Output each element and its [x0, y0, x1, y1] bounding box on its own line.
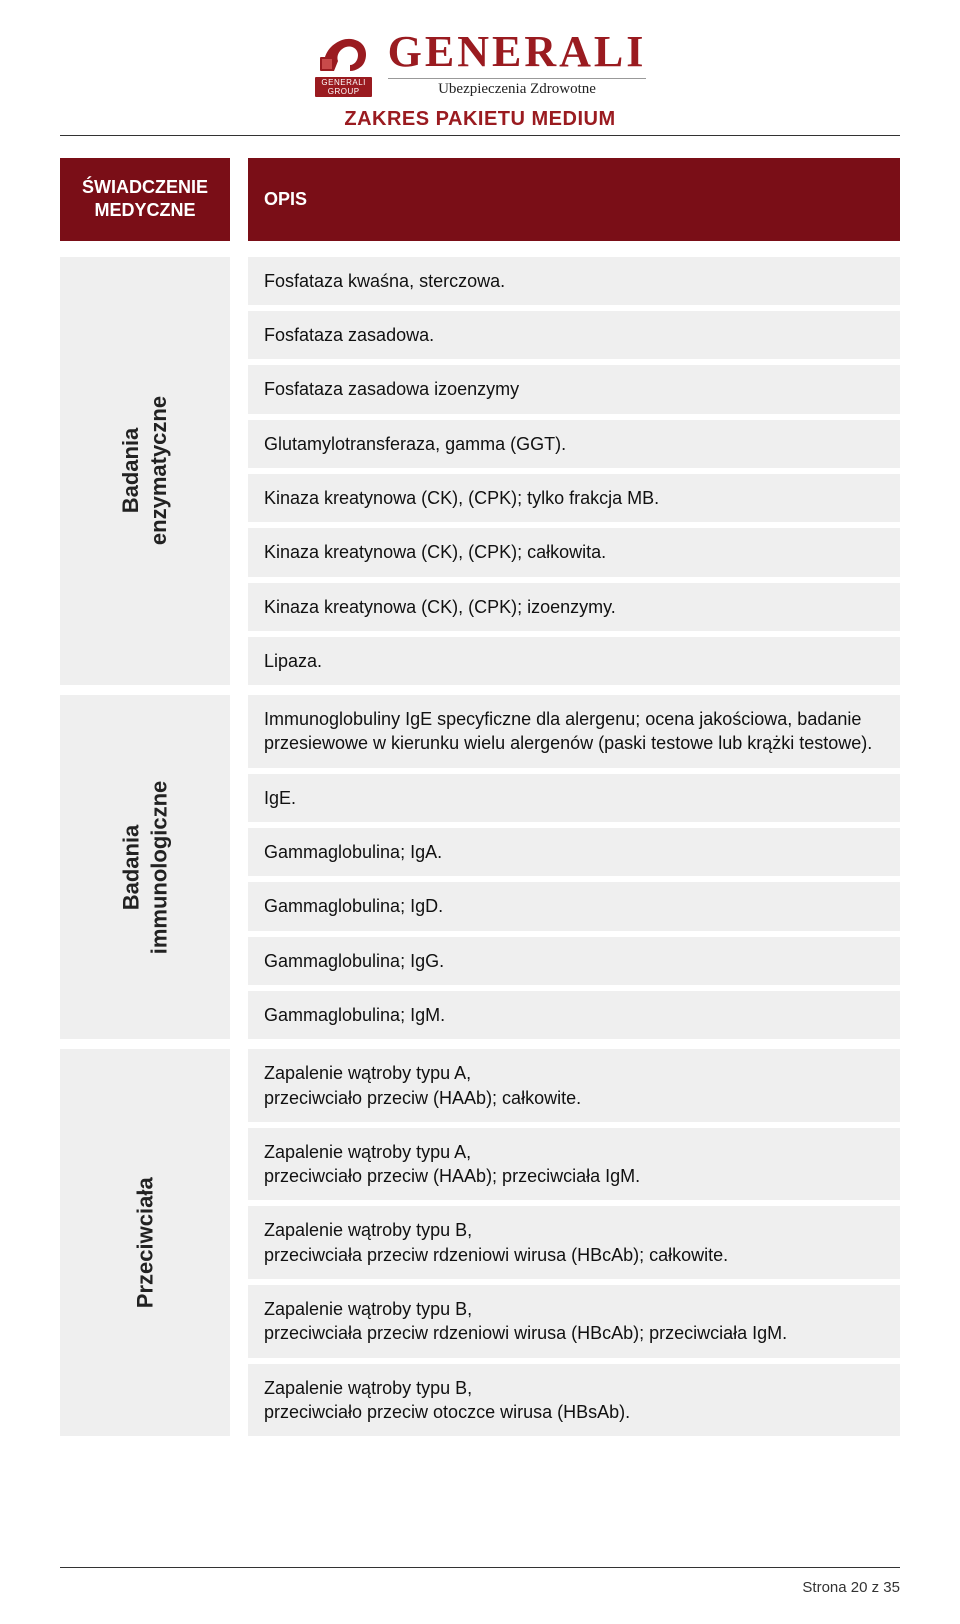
- page-number: Strona 20 z 35: [802, 1579, 900, 1596]
- list-item: Immunoglobuliny IgE specyficzne dla aler…: [248, 695, 900, 768]
- list-item: Gammaglobulina; IgA.: [248, 828, 900, 876]
- section-side-label: Badaniaimmunologiczne: [60, 695, 230, 1039]
- logo-block: GENERALI GROUP GENERALI Ubezpieczenia Zd…: [60, 30, 900, 98]
- list-item: Zapalenie wątroby typu B,przeciwciało pr…: [248, 1364, 900, 1437]
- list-item: Kinaza kreatynowa (CK), (CPK); całkowita…: [248, 528, 900, 576]
- logo-text: GENERALI Ubezpieczenia Zdrowotne: [388, 30, 647, 98]
- section-label-text: Przeciwciała: [131, 1177, 159, 1308]
- sections-container: Badaniaenzymatyczne Fosfataza kwaśna, ste…: [60, 257, 900, 1436]
- section-row: Przeciwciała Zapalenie wątroby typu A,prz…: [60, 1049, 900, 1436]
- section-row: Badaniaenzymatyczne Fosfataza kwaśna, ste…: [60, 257, 900, 685]
- section-row: Badaniaimmunologiczne Immunoglobuliny IgE…: [60, 695, 900, 1039]
- list-item: Glutamylotransferaza, gamma (GGT).: [248, 420, 900, 468]
- table-header-left: ŚWIADCZENIE MEDYCZNE: [60, 158, 230, 241]
- section-side-label: Badaniaenzymatyczne: [60, 257, 230, 685]
- logo-row: GENERALI GROUP GENERALI Ubezpieczenia Zd…: [314, 30, 647, 98]
- section-label-text: Badaniaenzymatyczne: [118, 396, 173, 545]
- page: GENERALI GROUP GENERALI Ubezpieczenia Zd…: [0, 0, 960, 1624]
- table-header-right: OPIS: [248, 158, 900, 241]
- lion-icon: [316, 31, 372, 75]
- list-item: Fosfataza zasadowa.: [248, 311, 900, 359]
- list-item: Zapalenie wątroby typu B,przeciwciała pr…: [248, 1206, 900, 1279]
- section-items: Immunoglobuliny IgE specyficzne dla aler…: [248, 695, 900, 1039]
- logo-badge: GENERALI GROUP: [314, 31, 374, 97]
- list-item: Fosfataza kwaśna, sterczowa.: [248, 257, 900, 305]
- table-header-row: ŚWIADCZENIE MEDYCZNE OPIS: [60, 158, 900, 241]
- brand-name: GENERALI: [388, 30, 647, 74]
- footer-rule: [60, 1567, 900, 1568]
- list-item: IgE.: [248, 774, 900, 822]
- list-item: Gammaglobulina; IgG.: [248, 937, 900, 985]
- list-item: Lipaza.: [248, 637, 900, 685]
- document-title: ZAKRES PAKIETU MEDIUM: [60, 108, 900, 131]
- section-items: Fosfataza kwaśna, sterczowa. Fosfataza za…: [248, 257, 900, 685]
- group-sub: GROUP: [328, 87, 360, 96]
- group-name: GENERALI: [321, 78, 365, 87]
- list-item: Fosfataza zasadowa izoenzymy: [248, 365, 900, 413]
- list-item: Kinaza kreatynowa (CK), (CPK); izoenzymy…: [248, 583, 900, 631]
- list-item: Gammaglobulina; IgD.: [248, 882, 900, 930]
- list-item: Zapalenie wątroby typu A,przeciwciało pr…: [248, 1128, 900, 1201]
- section-side-label: Przeciwciała: [60, 1049, 230, 1436]
- list-item: Kinaza kreatynowa (CK), (CPK); tylko fra…: [248, 474, 900, 522]
- header-rule: [60, 135, 900, 136]
- list-item: Zapalenie wątroby typu A,przeciwciało pr…: [248, 1049, 900, 1122]
- group-label: GENERALI GROUP: [315, 77, 371, 97]
- section-label-text: Badaniaimmunologiczne: [118, 780, 173, 954]
- section-items: Zapalenie wątroby typu A,przeciwciało pr…: [248, 1049, 900, 1436]
- list-item: Gammaglobulina; IgM.: [248, 991, 900, 1039]
- list-item: Zapalenie wątroby typu B,przeciwciała pr…: [248, 1285, 900, 1358]
- brand-tagline: Ubezpieczenia Zdrowotne: [388, 78, 647, 98]
